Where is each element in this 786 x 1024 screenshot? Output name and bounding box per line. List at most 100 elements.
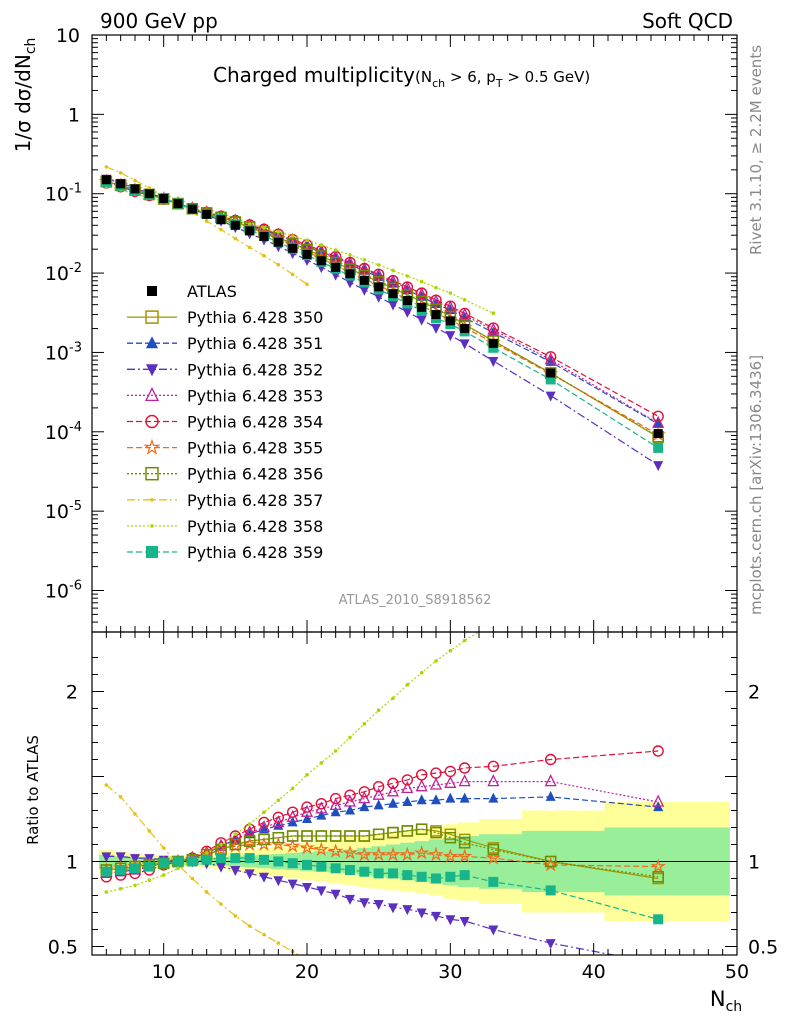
- mc-point: [276, 229, 281, 234]
- mc-point: [104, 165, 109, 169]
- legend-label: Pythia 6.428 359: [187, 543, 323, 562]
- legend-marker: [143, 438, 161, 455]
- legend-marker: [145, 466, 159, 481]
- mc-point: [491, 311, 496, 316]
- ratio-point: [161, 846, 166, 850]
- ratio-point: [262, 810, 266, 814]
- ratio-point: [402, 870, 413, 881]
- ratio-point: [387, 777, 399, 789]
- ratio-point: [147, 878, 152, 882]
- ratio-point: [356, 846, 372, 862]
- ratio-point: [344, 830, 356, 842]
- chart-title: Charged multiplicity(Nch > 6, pT > 0.5 G…: [213, 63, 590, 90]
- mc-point: [462, 298, 467, 302]
- ratio-point: [401, 774, 414, 786]
- ratio-point: [342, 844, 358, 860]
- x-tick-label: 30: [438, 961, 462, 983]
- mc-point: [319, 243, 324, 247]
- y-tick-label: 10: [56, 25, 80, 47]
- ratio-point: [386, 784, 400, 797]
- ratio-point: [313, 841, 329, 857]
- x-axis-label: Nch: [710, 987, 742, 1015]
- data-point: [359, 275, 369, 285]
- mc-point: [388, 300, 398, 311]
- mc-point: [276, 262, 281, 267]
- y-tick-label: 1: [68, 104, 80, 126]
- mc-point: [348, 253, 352, 257]
- ratio-point: [358, 830, 371, 842]
- y-tick-label: 10-3: [45, 340, 82, 364]
- legend-marker: [150, 498, 154, 502]
- data-point: [230, 220, 240, 230]
- data-point: [653, 429, 663, 439]
- data-point: [445, 316, 455, 326]
- ratio-point: [316, 809, 327, 820]
- ratio-point: [344, 789, 356, 801]
- ratio-point: [273, 876, 284, 887]
- data-point: [388, 289, 398, 299]
- main-y-axis-label: 1/σ dσ/dNch: [11, 38, 39, 153]
- ratio-point: [459, 792, 470, 803]
- ratio-point: [176, 866, 180, 871]
- ratio-point: [201, 854, 212, 865]
- ratio-point: [219, 842, 223, 847]
- ratio-point: [416, 871, 427, 882]
- ratio-point: [399, 846, 415, 862]
- ratio-point: [415, 779, 428, 792]
- x-tick-label: 50: [725, 961, 749, 983]
- mc-point: [653, 461, 664, 472]
- data-point: [245, 226, 255, 236]
- ratio-point: [219, 902, 223, 906]
- ratio-point: [301, 830, 313, 842]
- ratio-point: [485, 850, 501, 865]
- legend-marker: [146, 546, 158, 558]
- ratio-point: [487, 843, 500, 856]
- ratio-point: [233, 832, 238, 837]
- legend-marker: [147, 286, 157, 296]
- mc-point: [262, 253, 266, 258]
- ratio-y-tick-label-right: 1: [748, 852, 760, 874]
- ratio-point: [391, 696, 395, 701]
- ratio-point: [216, 853, 226, 864]
- ratio-point: [302, 883, 312, 893]
- ratio-point: [204, 890, 209, 894]
- ratio-point: [416, 908, 427, 919]
- legend-marker: [150, 524, 154, 528]
- ratio-point: [371, 846, 387, 862]
- y-tick-label: 10-5: [45, 499, 82, 523]
- ratio-point: [488, 792, 499, 803]
- ratio-point: [458, 762, 471, 774]
- ratio-point: [345, 894, 355, 905]
- ratio-point: [287, 879, 298, 890]
- ratio-point: [101, 852, 112, 863]
- ratio-point: [388, 868, 398, 879]
- ratio-point: [244, 853, 255, 864]
- mc-point: [362, 258, 367, 262]
- data-point: [273, 237, 283, 247]
- ratio-point: [388, 903, 398, 914]
- ratio-point: [415, 769, 428, 781]
- ratio-point: [415, 823, 428, 835]
- ratio-point: [358, 786, 371, 798]
- data-point: [187, 204, 197, 214]
- ratio-point: [147, 829, 152, 833]
- mc-point: [445, 331, 456, 342]
- mc-point: [430, 294, 442, 306]
- legend-marker: [144, 386, 160, 402]
- ratio-plot-area: [92, 632, 737, 955]
- ratio-point: [118, 886, 123, 891]
- ratio-point: [273, 856, 284, 867]
- mc-point: [459, 339, 470, 350]
- ratio-point: [372, 828, 385, 841]
- ratio-point: [419, 671, 424, 675]
- ratio-point: [315, 830, 328, 842]
- ratio-point: [445, 871, 456, 882]
- ratio-point: [330, 806, 341, 817]
- ratio-point: [545, 790, 556, 801]
- ratio-point: [359, 898, 370, 909]
- ratio-point: [256, 836, 272, 852]
- mc-point: [305, 282, 309, 287]
- legend-marker: [145, 310, 159, 324]
- ratio-point: [244, 869, 255, 880]
